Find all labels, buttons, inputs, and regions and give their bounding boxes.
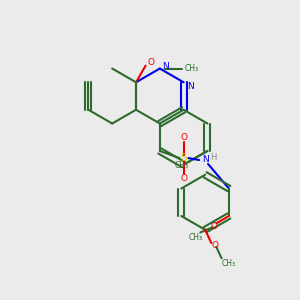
- Text: CH₃: CH₃: [174, 161, 189, 170]
- Text: O: O: [210, 222, 217, 231]
- Text: N: N: [202, 154, 208, 164]
- Text: CH₃: CH₃: [188, 233, 203, 242]
- Text: O: O: [180, 174, 187, 183]
- Text: O: O: [212, 242, 219, 250]
- Text: CH₃: CH₃: [221, 259, 236, 268]
- Text: S: S: [180, 153, 187, 163]
- Text: N: N: [162, 62, 169, 71]
- Text: CH₃: CH₃: [184, 64, 199, 73]
- Text: N: N: [187, 82, 194, 91]
- Text: O: O: [147, 58, 154, 67]
- Text: H: H: [210, 153, 216, 162]
- Text: O: O: [180, 133, 187, 142]
